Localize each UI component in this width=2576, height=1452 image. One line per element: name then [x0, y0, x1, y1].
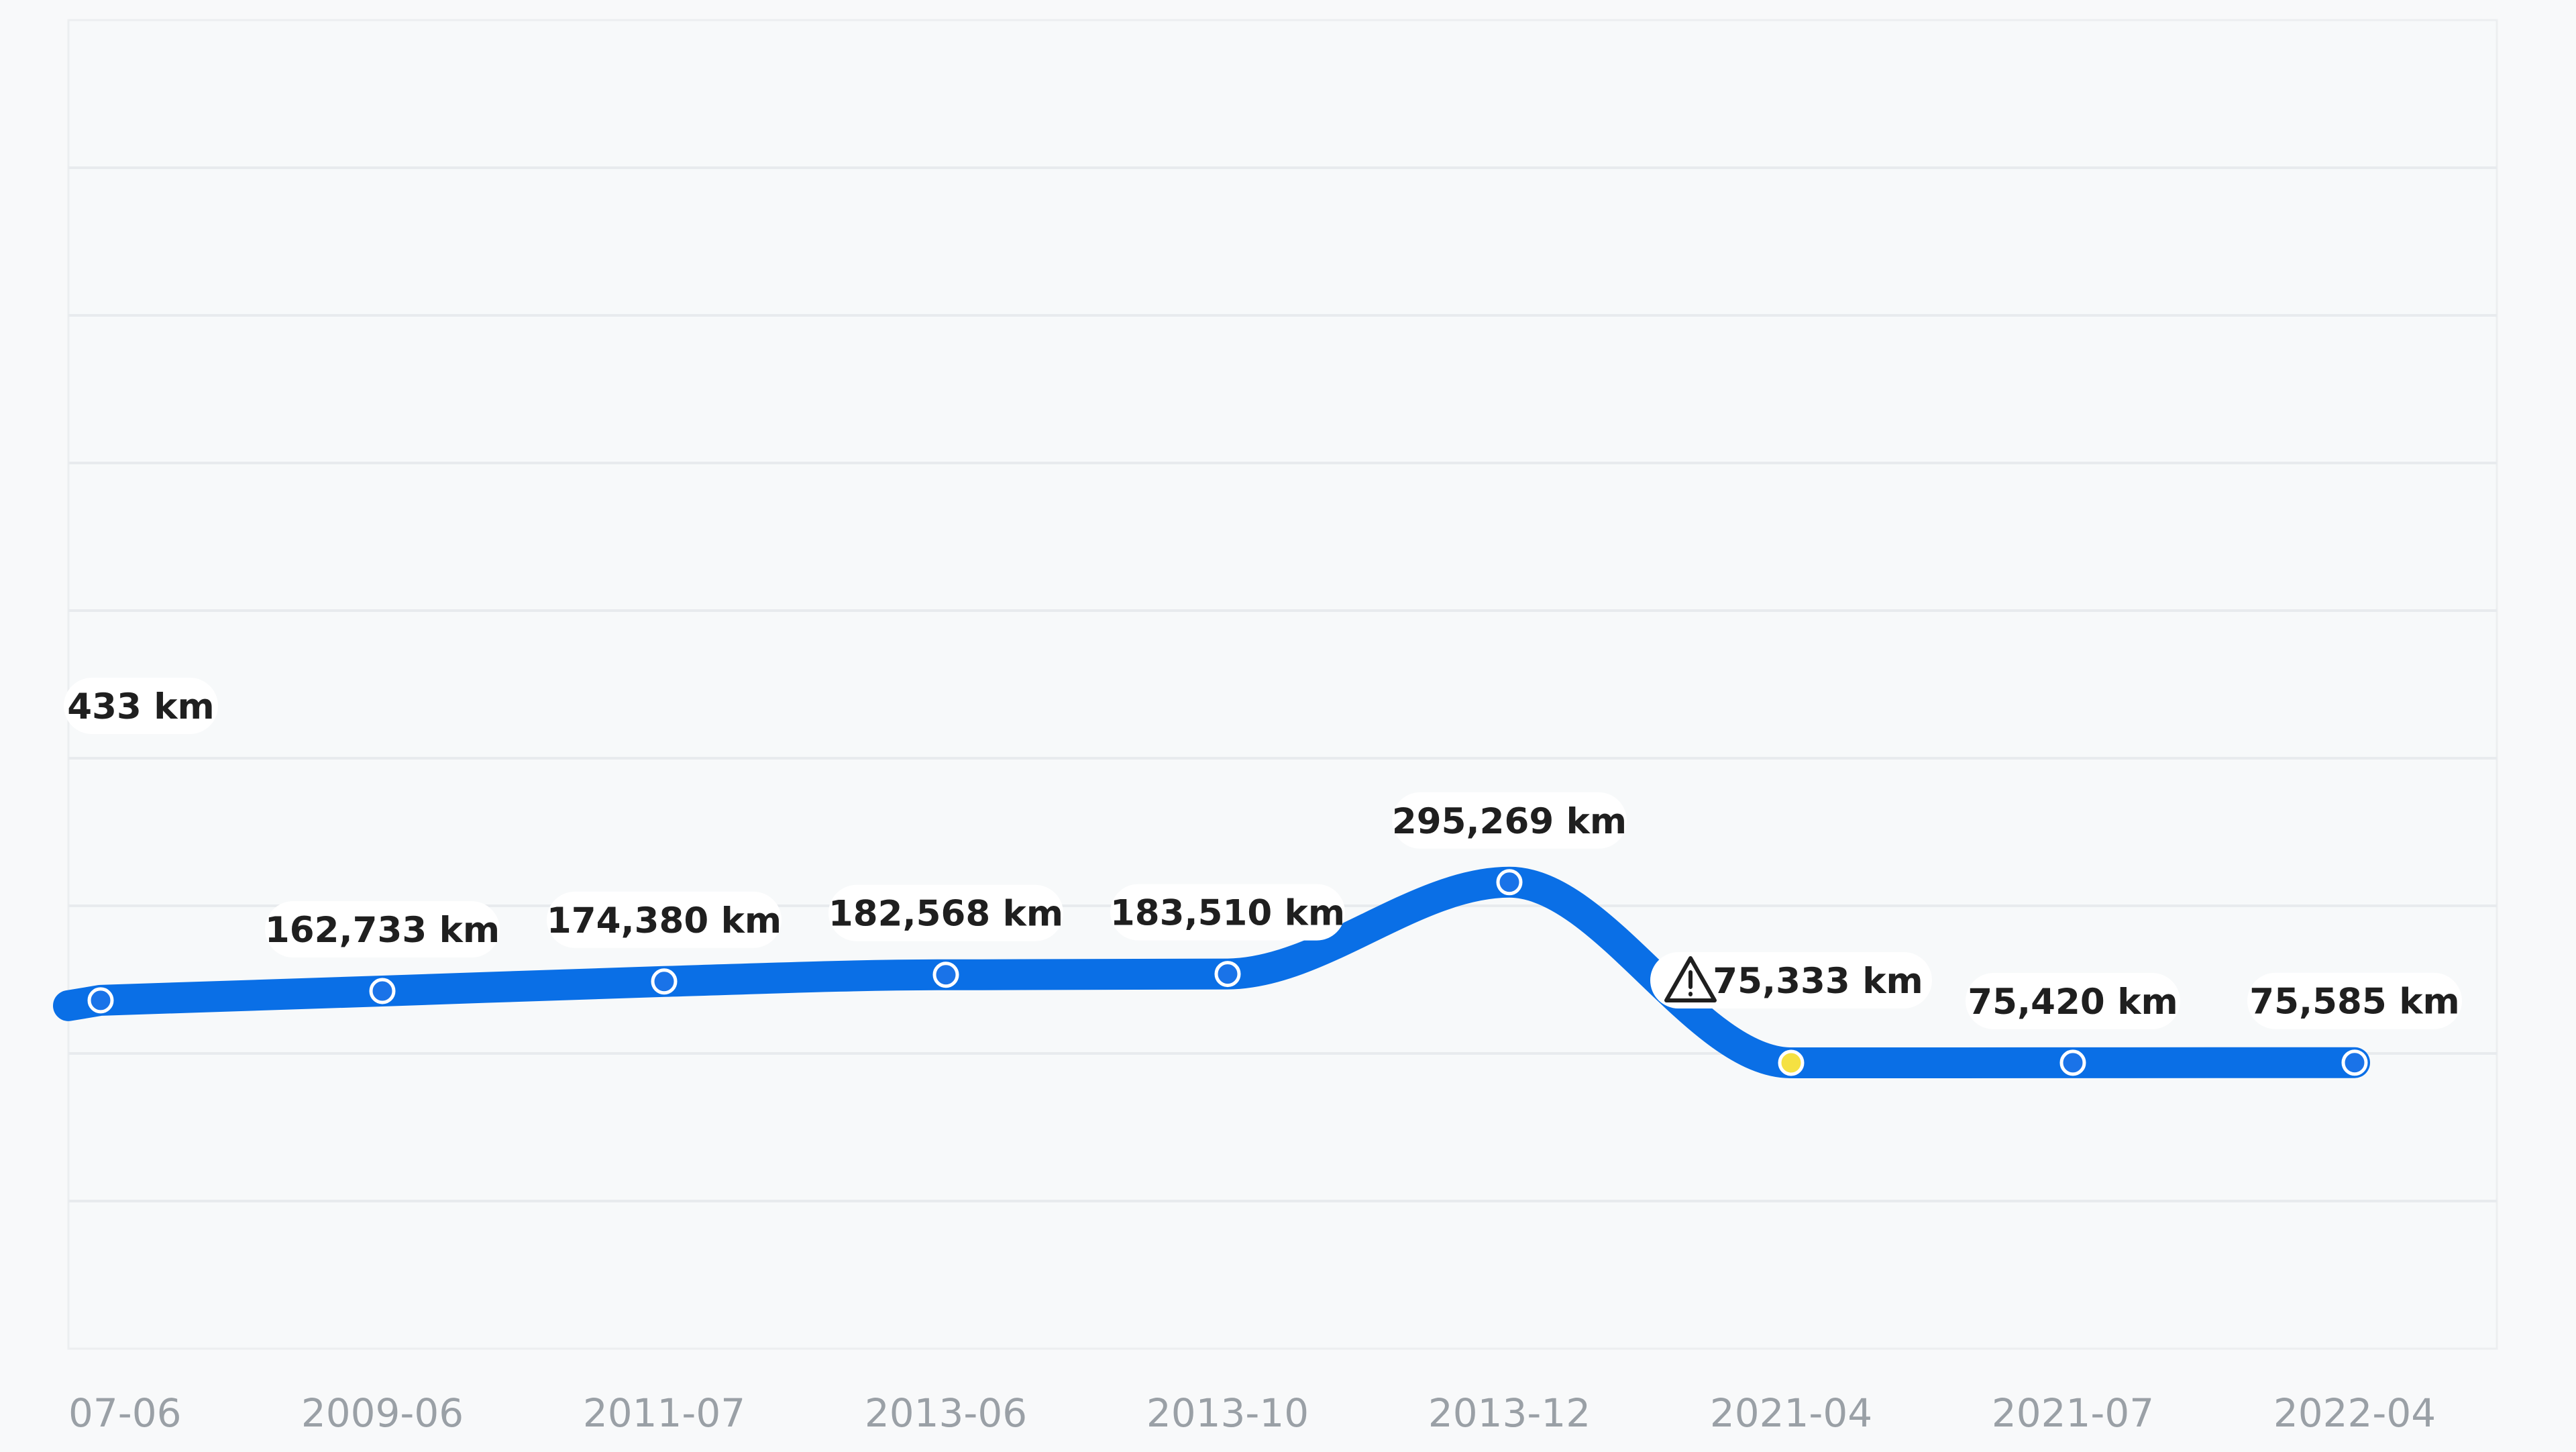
- plot-area: [67, 19, 2498, 1350]
- x-tick-label: 2022-04: [2273, 1390, 2436, 1436]
- data-point[interactable]: [2341, 1049, 2368, 1076]
- data-point[interactable]: [1496, 869, 1523, 896]
- value-label-text: 162,733 km: [265, 910, 500, 951]
- x-tick-label: 2013-12: [1428, 1390, 1591, 1436]
- x-tick-label: 2013-10: [1146, 1390, 1309, 1436]
- value-label-text: 75,585 km: [2249, 982, 2459, 1023]
- data-point[interactable]: [1214, 961, 1241, 988]
- label-background: [2247, 972, 2462, 1029]
- value-label: 183,510 km: [1110, 884, 1345, 941]
- label-background: [265, 901, 500, 958]
- warning-badge: [1650, 952, 1932, 1008]
- value-label-text: 75,420 km: [1968, 982, 2178, 1023]
- value-label-text: 295,269 km: [1392, 801, 1627, 842]
- data-point[interactable]: [2059, 1049, 2086, 1076]
- label-background: [547, 891, 782, 948]
- value-label-text: 433 km: [67, 686, 215, 727]
- value-label: 295,269 km: [1392, 792, 1627, 849]
- data-point[interactable]: [87, 987, 114, 1014]
- x-tick-label: 2021-04: [1710, 1390, 1872, 1436]
- label-background: [1966, 972, 2180, 1029]
- label-background: [828, 884, 1063, 941]
- x-tick-label: 2013-06: [865, 1390, 1027, 1436]
- x-tick-label: 2021-07: [1992, 1390, 2154, 1436]
- x-axis-ticks: 07-06 2009-06 2011-07 2013-06 2013-10 2013-12…: [68, 1390, 2436, 1436]
- label-background: [64, 678, 218, 734]
- value-label-text: 182,568 km: [828, 894, 1063, 935]
- data-point[interactable]: [932, 962, 959, 988]
- warning-triangle-icon: [1664, 956, 1717, 1002]
- data-points: [87, 869, 2368, 1076]
- x-tick-label: 07-06: [68, 1390, 182, 1436]
- x-tick-label: 2011-07: [583, 1390, 745, 1436]
- value-label: 182,568 km: [828, 884, 1063, 941]
- value-label-warning: 75,333 km: [1650, 952, 1932, 1008]
- value-label: 75,420 km: [1966, 972, 2180, 1029]
- x-tick-label: 2009-06: [301, 1390, 464, 1436]
- data-point[interactable]: [369, 978, 396, 1004]
- value-label-text: 75,333 km: [1713, 961, 1923, 1002]
- label-background: [1110, 884, 1345, 941]
- value-label-text: 174,380 km: [547, 900, 782, 941]
- value-label: 162,733 km: [265, 901, 500, 958]
- value-label: 75,585 km: [2247, 972, 2462, 1029]
- value-labels: 433 km 162,733 km 174,380 km 182,568 km 183,…: [64, 678, 2462, 1029]
- data-point[interactable]: [651, 968, 678, 995]
- value-label: 174,380 km: [547, 891, 782, 948]
- data-point-warning[interactable]: [1778, 1049, 1805, 1076]
- value-label-text: 183,510 km: [1110, 893, 1345, 934]
- value-label: 433 km: [64, 678, 218, 734]
- label-background: [1392, 792, 1627, 849]
